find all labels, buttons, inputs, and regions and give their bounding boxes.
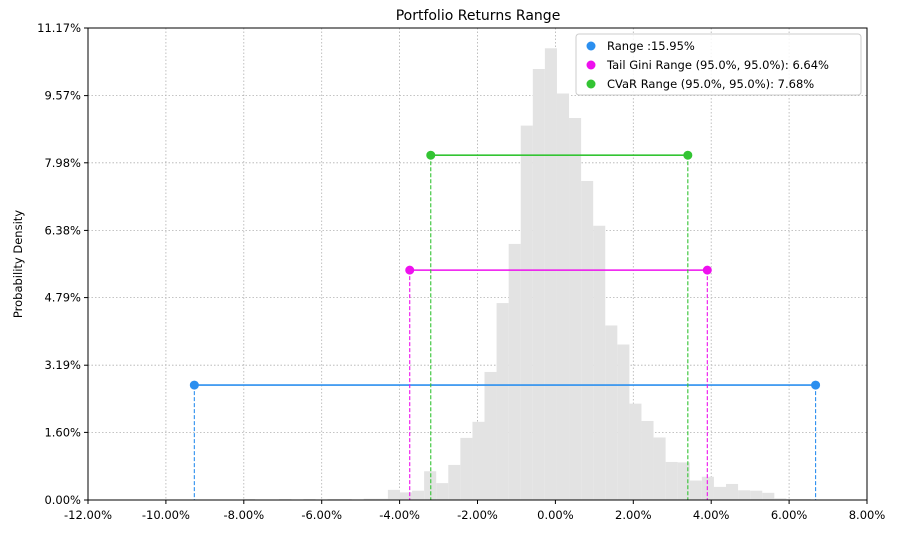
histogram-bar <box>520 125 533 501</box>
histogram-bar <box>689 480 702 500</box>
y-tick-label: 1.60% <box>44 425 81 439</box>
range-endpoint-right <box>811 380 821 390</box>
histogram-bar <box>399 492 413 500</box>
x-tick-label: -2.00% <box>457 508 498 522</box>
histogram-bar <box>460 437 473 500</box>
histogram-bar <box>750 490 763 500</box>
histogram-bar <box>701 476 714 500</box>
histogram-bar <box>569 118 582 500</box>
y-tick-label: 3.19% <box>44 358 81 372</box>
y-axis-label: Probability Density <box>11 210 25 318</box>
histogram-bar <box>617 344 630 500</box>
histogram-bar <box>544 48 557 501</box>
chart-title: Portfolio Returns Range <box>396 8 561 24</box>
histogram-bar <box>556 93 570 501</box>
histogram <box>218 48 823 501</box>
histogram-bar <box>581 180 594 501</box>
histogram-bar <box>593 225 606 500</box>
x-tick-label: -12.00% <box>64 508 112 522</box>
histogram-bar <box>496 303 509 500</box>
histogram-bar <box>726 483 739 500</box>
histogram-bar <box>532 68 545 500</box>
range-endpoint-left <box>426 150 436 160</box>
histogram-bar <box>484 371 497 500</box>
x-axis-ticks: -12.00% -10.00% -8.00% -6.00% -4.00% -2.00% 0.… <box>64 500 885 522</box>
histogram-bar <box>387 489 400 500</box>
legend-box <box>575 33 862 96</box>
range-endpoint-right <box>683 150 693 160</box>
x-tick-label: 6.00% <box>771 508 808 522</box>
histogram-bar <box>774 498 787 500</box>
y-axis-ticks: 0.00% 1.60% 3.19% 4.79% 6.38% 7.98% 9.57% 11.17… <box>37 21 88 507</box>
x-tick-label: 4.00% <box>693 508 730 522</box>
legend: Range :15.95% Tail Gini Range (95.0%, 95.… <box>575 33 862 96</box>
x-tick-label: -10.00% <box>142 508 190 522</box>
legend-label: CVaR Range (95.0%, 95.0%): 7.68% <box>607 77 814 91</box>
histogram-bar <box>629 403 642 500</box>
legend-marker <box>586 60 596 70</box>
histogram-bar <box>713 486 727 500</box>
range-endpoint-left <box>189 380 199 390</box>
x-tick-label: 2.00% <box>615 508 652 522</box>
histogram-bar <box>653 437 666 500</box>
histogram-bar <box>605 325 618 500</box>
histogram-bar <box>641 420 654 500</box>
histogram-bar <box>472 421 485 500</box>
y-tick-label: 0.00% <box>44 493 81 507</box>
y-tick-label: 4.79% <box>44 291 81 305</box>
y-tick-label: 6.38% <box>44 223 81 237</box>
legend-label: Range :15.95% <box>607 39 695 53</box>
legend-marker <box>586 41 596 51</box>
x-tick-label: -6.00% <box>301 508 342 522</box>
range-lines <box>189 150 821 500</box>
histogram-bar <box>508 243 521 500</box>
legend-label: Tail Gini Range (95.0%, 95.0%): 6.64% <box>606 58 829 72</box>
x-tick-label: -4.00% <box>379 508 420 522</box>
histogram-bar <box>375 498 388 500</box>
histogram-bar <box>412 490 425 500</box>
histogram-bar <box>436 483 449 500</box>
legend-marker <box>586 79 596 89</box>
histogram-bar <box>363 498 376 500</box>
histogram-bar <box>424 471 437 500</box>
range-endpoint-right <box>702 265 712 275</box>
histogram-bar <box>677 462 690 500</box>
histogram-bar <box>665 461 678 500</box>
range-endpoint-left <box>405 265 415 275</box>
histogram-bar <box>738 490 751 500</box>
histogram-bar <box>762 492 775 500</box>
x-tick-label: 0.00% <box>537 508 574 522</box>
y-tick-label: 7.98% <box>44 156 81 170</box>
y-tick-label: 9.57% <box>44 89 81 103</box>
histogram-bar <box>448 464 461 500</box>
x-tick-label: -8.00% <box>223 508 264 522</box>
y-tick-label: 11.17% <box>37 21 81 35</box>
x-tick-label: 8.00% <box>849 508 886 522</box>
